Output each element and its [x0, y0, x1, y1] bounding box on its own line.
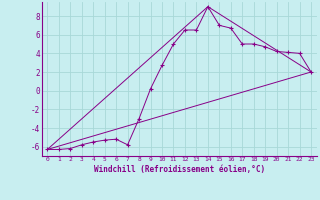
X-axis label: Windchill (Refroidissement éolien,°C): Windchill (Refroidissement éolien,°C)	[94, 165, 265, 174]
